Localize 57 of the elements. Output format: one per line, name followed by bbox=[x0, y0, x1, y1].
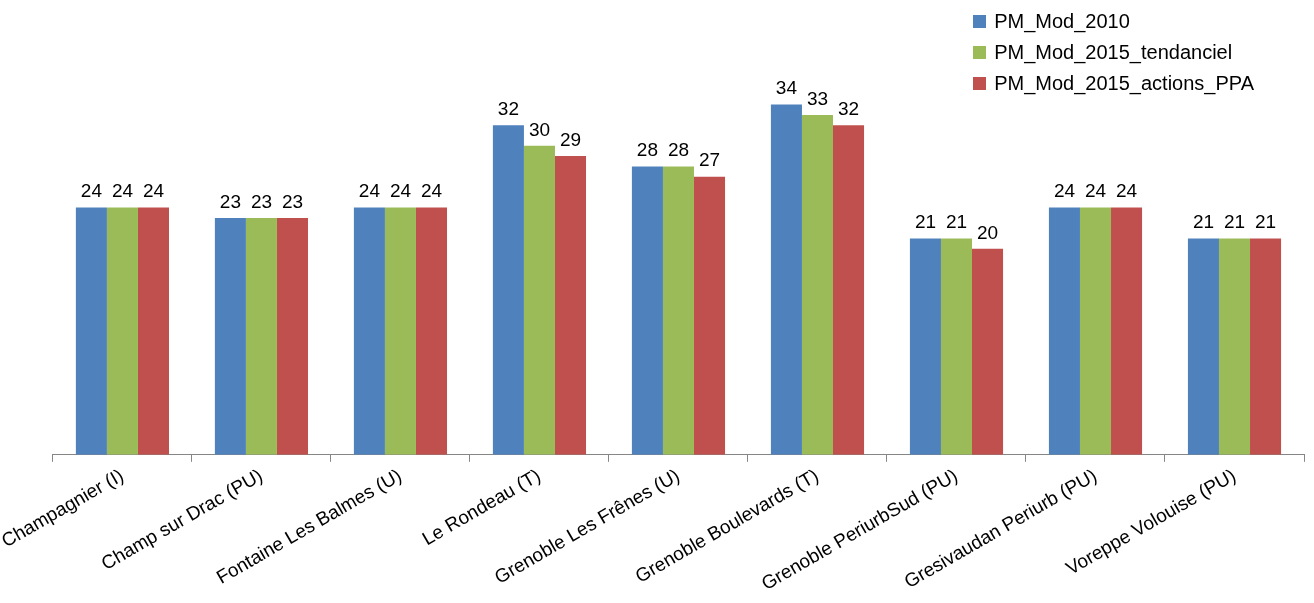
legend-label: PM_Mod_2010 bbox=[994, 10, 1130, 33]
data-label: 28 bbox=[667, 139, 690, 161]
data-label: 30 bbox=[528, 118, 551, 140]
legend-label: PM_Mod_2015_actions_PPA bbox=[994, 72, 1254, 95]
data-label: 23 bbox=[281, 190, 304, 212]
bar bbox=[909, 238, 941, 455]
data-label: 20 bbox=[976, 221, 999, 243]
bar bbox=[631, 166, 663, 455]
data-label: 32 bbox=[837, 97, 860, 119]
bar bbox=[1187, 238, 1219, 455]
data-label: 29 bbox=[559, 128, 582, 150]
data-label: 24 bbox=[420, 180, 443, 202]
bar bbox=[75, 207, 107, 455]
bar bbox=[833, 125, 865, 455]
data-label: 21 bbox=[1223, 211, 1246, 233]
bar bbox=[106, 207, 138, 455]
bar bbox=[214, 217, 246, 455]
data-label: 21 bbox=[914, 211, 937, 233]
bar bbox=[415, 207, 448, 455]
bar bbox=[384, 207, 416, 455]
data-label: 24 bbox=[1084, 180, 1107, 202]
data-label: 24 bbox=[111, 180, 134, 202]
bar bbox=[940, 238, 973, 455]
data-label: 24 bbox=[80, 180, 103, 202]
bar bbox=[276, 217, 309, 455]
bar bbox=[245, 217, 277, 455]
bar bbox=[662, 166, 694, 455]
bar bbox=[1111, 207, 1143, 455]
bar bbox=[770, 104, 802, 455]
bar bbox=[693, 176, 726, 455]
bar bbox=[801, 114, 833, 455]
data-label: 24 bbox=[389, 180, 412, 202]
data-label: 32 bbox=[497, 97, 519, 119]
data-label: 24 bbox=[1115, 180, 1138, 202]
data-label: 23 bbox=[250, 190, 273, 212]
data-label: 24 bbox=[142, 180, 165, 202]
bar bbox=[523, 145, 555, 455]
data-label: 21 bbox=[1192, 211, 1215, 233]
bar bbox=[1250, 238, 1282, 455]
data-label: 21 bbox=[945, 211, 968, 233]
data-label: 33 bbox=[806, 87, 829, 109]
bar bbox=[353, 207, 385, 455]
legend-label: PM_Mod_2015_tendanciel bbox=[994, 41, 1233, 64]
data-label: 34 bbox=[775, 77, 798, 99]
data-label: 28 bbox=[636, 139, 658, 161]
data-label: 24 bbox=[1053, 180, 1076, 202]
bar bbox=[1079, 207, 1112, 455]
data-label: 23 bbox=[219, 190, 241, 212]
data-label: 21 bbox=[1254, 211, 1277, 233]
bar bbox=[492, 125, 524, 455]
data-label: 27 bbox=[698, 149, 721, 171]
bar bbox=[1218, 238, 1251, 455]
bar bbox=[554, 156, 587, 455]
bar bbox=[972, 248, 1004, 455]
bar bbox=[1048, 207, 1080, 455]
bar bbox=[137, 207, 170, 455]
data-label: 24 bbox=[358, 180, 381, 202]
